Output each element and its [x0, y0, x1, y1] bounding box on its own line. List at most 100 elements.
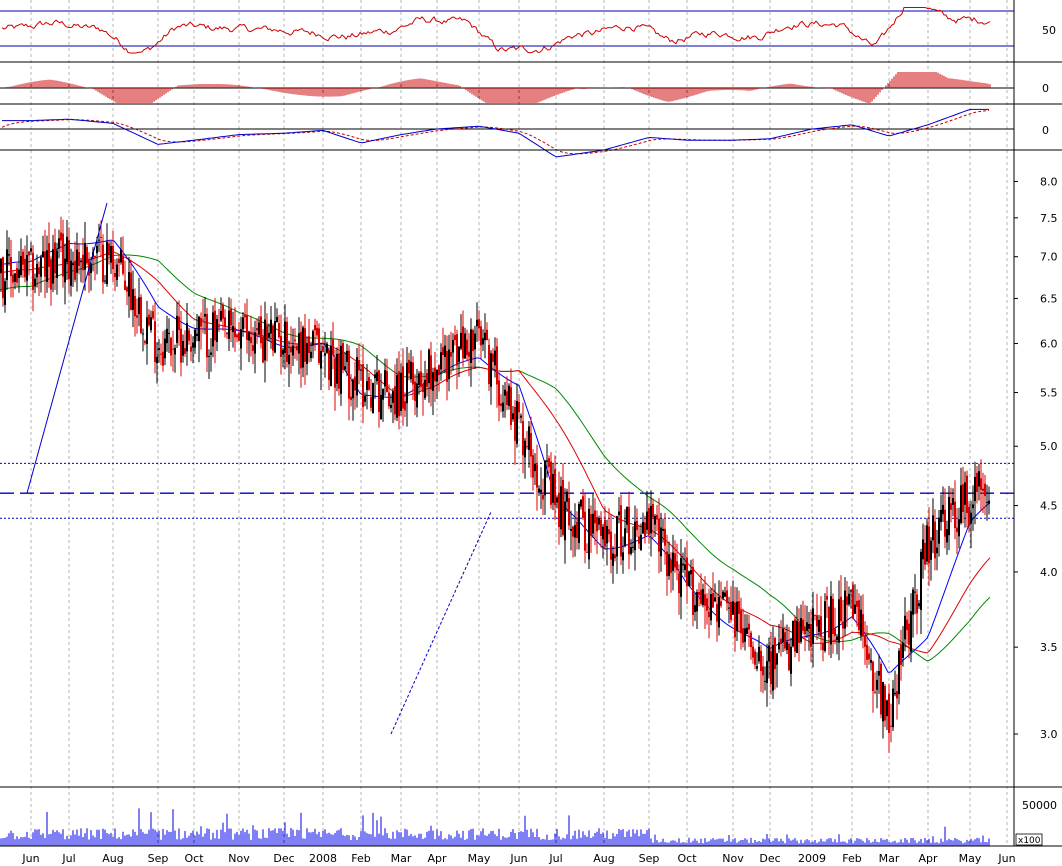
- price-candle-body: [374, 374, 376, 379]
- price-candle-body: [194, 329, 196, 348]
- price-candle-body: [396, 375, 398, 418]
- price-candle-body: [802, 619, 804, 631]
- price-candle-body: [72, 263, 74, 266]
- price-candle-body: [354, 376, 356, 391]
- price-candle-body: [340, 345, 342, 394]
- price-candle-body: [78, 252, 80, 266]
- price-candle-body: [478, 319, 480, 329]
- chart-frame: [0, 0, 1062, 847]
- price-candle-body: [840, 596, 842, 621]
- price-candle-body: [408, 359, 410, 374]
- price-candle-body: [742, 628, 744, 643]
- price-candle-body: [174, 348, 176, 355]
- price-candle-body: [942, 504, 944, 515]
- price-candle-body: [394, 386, 396, 415]
- price-candle-body: [120, 249, 122, 263]
- price-candle-body: [356, 357, 358, 396]
- price-candle-body: [320, 350, 322, 369]
- price-candle-body: [832, 598, 834, 634]
- price-candle-body: [454, 335, 456, 340]
- price-candle-body: [826, 595, 828, 600]
- price-candle-body: [966, 475, 968, 513]
- price-candle-body: [776, 653, 778, 665]
- price-candle-body: [694, 605, 696, 612]
- price-candle-body: [592, 513, 594, 534]
- price-candle-body: [884, 686, 886, 721]
- price-candle-body: [30, 248, 32, 252]
- price-tick-label: 4.5: [1040, 500, 1058, 513]
- price-candle-body: [526, 446, 528, 448]
- price-candle-body: [146, 317, 148, 344]
- month-label-jun: Jun: [509, 852, 527, 865]
- price-candle-body: [238, 332, 240, 341]
- macd-signal-line: [1, 110, 990, 155]
- price-candle-body: [512, 413, 514, 420]
- price-candle-body: [946, 529, 948, 543]
- price-candle-body: [978, 471, 980, 487]
- macd-tick-label: 0: [1042, 124, 1049, 137]
- month-label-dec: Dec: [273, 852, 294, 865]
- price-candle-body: [386, 371, 388, 392]
- price-panel: [0, 202, 1014, 753]
- price-candle-body: [442, 347, 444, 355]
- price-candle-body: [514, 407, 516, 441]
- price-candle-body: [440, 352, 442, 370]
- price-candle-body: [644, 522, 646, 537]
- price-candle-body: [334, 358, 336, 388]
- price-candle-body: [596, 517, 598, 532]
- price-candle-body: [342, 343, 344, 370]
- price-candle-body: [932, 515, 934, 541]
- price-candle-body: [210, 352, 212, 355]
- price-candle-body: [800, 618, 802, 642]
- price-candle-body: [658, 518, 660, 552]
- price-candle-body: [368, 377, 370, 390]
- price-candle-body: [886, 700, 888, 717]
- price-candle-body: [638, 536, 640, 544]
- price-candle-body: [214, 310, 216, 341]
- price-candle-body: [636, 520, 638, 531]
- price-candle-body: [510, 387, 512, 425]
- price-candle-body: [940, 509, 942, 522]
- price-candle-body: [530, 433, 532, 457]
- price-candle-body: [298, 333, 300, 354]
- price-candle-body: [428, 349, 430, 384]
- price-candle-body: [422, 384, 424, 392]
- price-candle-body: [0, 258, 2, 273]
- price-candle-body: [652, 504, 654, 518]
- price-candle-body: [768, 645, 770, 662]
- price-candle-body: [54, 242, 56, 274]
- price-candle-body: [794, 619, 796, 652]
- price-candle-body: [524, 440, 526, 458]
- price-candle-body: [632, 546, 634, 548]
- price-candle-body: [986, 501, 988, 503]
- price-candle-body: [148, 314, 150, 326]
- price-candle-body: [364, 396, 366, 402]
- price-candle-body: [462, 326, 464, 359]
- price-candle-body: [748, 623, 750, 630]
- price-candle-body: [928, 526, 930, 564]
- price-candle-body: [470, 329, 472, 363]
- price-candle-body: [484, 332, 486, 341]
- price-candle-body: [574, 525, 576, 538]
- price-candle-body: [972, 504, 974, 509]
- price-candle-body: [926, 525, 928, 562]
- uptrend-support-line: [390, 511, 492, 735]
- price-candle-body: [222, 304, 224, 319]
- month-label-apr: Apr: [918, 852, 938, 865]
- price-candle-body: [56, 250, 58, 278]
- price-candle-body: [102, 244, 104, 283]
- price-candle-body: [122, 256, 124, 274]
- price-candle-body: [164, 338, 166, 359]
- price-candle-body: [920, 551, 922, 610]
- price-candle-body: [836, 636, 838, 640]
- price-candle-body: [678, 573, 680, 594]
- price-candle-body: [248, 332, 250, 341]
- price-candle-body: [528, 426, 530, 450]
- month-label-2008: 2008: [309, 852, 337, 865]
- price-candle-body: [84, 243, 86, 270]
- price-candle-body: [502, 402, 504, 412]
- price-candle-body: [190, 346, 192, 352]
- price-candle-body: [346, 350, 348, 362]
- price-candle-body: [474, 333, 476, 350]
